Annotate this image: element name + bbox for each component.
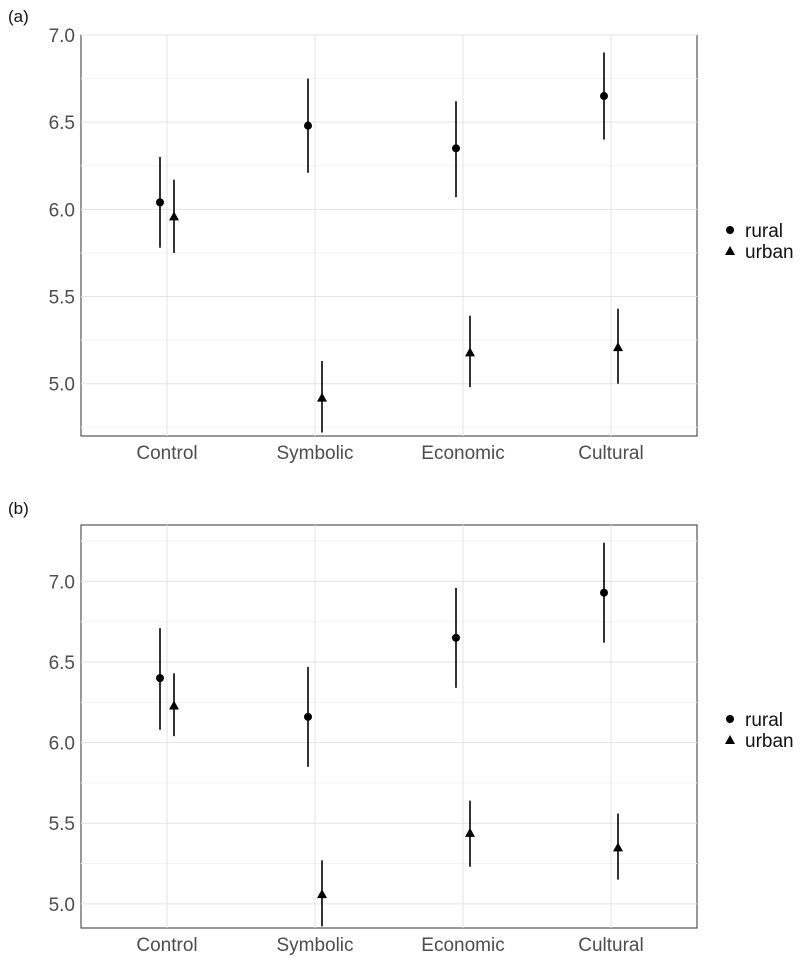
panel-a-x-tick-label: Symbolic xyxy=(276,443,353,464)
panel-a-y-tick-label: 5.0 xyxy=(49,375,75,396)
panel-a-plot-area xyxy=(80,34,698,437)
panel-a-rural-point xyxy=(600,92,608,101)
panel-a-legend-rural-label: rural xyxy=(745,221,783,242)
panel-b-y-tick-label: 7.0 xyxy=(49,572,75,593)
panel-a-label: (a) xyxy=(8,7,29,26)
panel-b-plot-area xyxy=(80,524,698,929)
panel-b-y-tick-label: 5.0 xyxy=(49,895,75,916)
panel-b-legend-rural-marker xyxy=(726,715,734,723)
panel-a-rural-point xyxy=(304,121,312,130)
panel-b-urban-point xyxy=(169,700,179,710)
panel-b-legend-urban-marker xyxy=(725,735,735,744)
panel-b-x-tick-label: Symbolic xyxy=(276,935,353,956)
panel-b-urban-point xyxy=(317,889,327,899)
panel-b-rural-point xyxy=(304,712,312,721)
panel-b-x-tick-label: Economic xyxy=(421,935,504,956)
panel-b: (b) 5.0 5.5 6.0 6.5 7.0 Control Symbolic Econom… xyxy=(8,499,794,956)
panel-a-y-tick-label: 6.5 xyxy=(49,113,75,134)
panel-a-urban-point xyxy=(465,347,475,357)
panel-b-x-tick-label: Cultural xyxy=(578,935,643,956)
panel-b-rural-point xyxy=(156,674,164,683)
panel-b-x-tick-label: Control xyxy=(136,935,197,956)
panel-a-legend-urban-label: urban xyxy=(745,242,794,263)
panel-a-x-tick-label: Economic xyxy=(421,443,504,464)
panel-b-rural-point xyxy=(600,588,608,597)
panel-a-x-tick-label: Cultural xyxy=(578,443,643,464)
panel-a-legend: rural urban xyxy=(725,221,794,263)
panel-a-y-tick-label: 7.0 xyxy=(49,26,75,47)
panel-b-urban-point xyxy=(465,827,475,837)
panel-a-rural-point xyxy=(156,198,164,207)
panel-a-y-tick-label: 6.0 xyxy=(49,200,75,221)
panel-a-urban-point xyxy=(613,342,623,352)
panel-a-legend-rural-marker xyxy=(726,226,734,234)
panel-b-rural-point xyxy=(452,633,460,642)
panel-a-rural-point xyxy=(452,144,460,153)
panel-b-y-tick-label: 6.5 xyxy=(49,653,75,674)
panel-b-legend-rural-label: rural xyxy=(745,710,783,731)
panel-b-y-tick-label: 5.5 xyxy=(49,814,75,835)
panel-b-legend-urban-label: urban xyxy=(745,731,794,752)
panel-b-y-tick-label: 6.0 xyxy=(49,734,75,755)
panel-b-urban-point xyxy=(613,842,623,852)
panel-a-marks: 5.0 5.5 6.0 6.5 7.0 Control Symbolic Economic Cu… xyxy=(49,26,697,464)
panel-b-legend: rural urban xyxy=(725,710,794,752)
panel-a-legend-urban-marker xyxy=(725,246,735,255)
panel-a-urban-point xyxy=(169,211,179,221)
panel-a: (a) 5.0 5.5 6.0 6.5 7.0 Control Symbolic Econom… xyxy=(8,7,794,464)
panel-b-label: (b) xyxy=(8,499,29,518)
panel-b-marks: 5.0 5.5 6.0 6.5 7.0 Control Symbolic Economic Cu… xyxy=(49,525,697,956)
panel-a-y-tick-label: 5.5 xyxy=(49,288,75,309)
panel-a-x-tick-label: Control xyxy=(136,443,197,464)
panel-a-urban-point xyxy=(317,392,327,402)
